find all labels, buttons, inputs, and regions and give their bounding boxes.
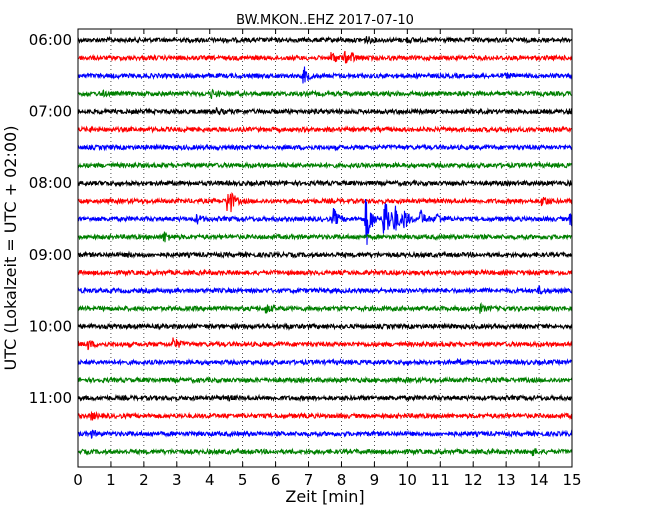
trace-line [77, 107, 573, 116]
x-tick-label: 3 [172, 471, 182, 489]
x-tick-label: 4 [205, 471, 215, 489]
y-axis-label: UTC (Lokalzeit = UTC + 02:00) [1, 126, 20, 371]
x-tick-label: 5 [238, 471, 248, 489]
trace-line [78, 301, 573, 314]
y-tick-label: 06:00 [29, 31, 72, 49]
x-tick-label: 7 [304, 471, 314, 489]
trace-line [77, 198, 573, 245]
trace-line [77, 66, 573, 84]
trace-line [77, 410, 573, 421]
trace-line [77, 231, 573, 243]
trace-line [77, 250, 573, 260]
x-tick-label: 14 [530, 471, 549, 489]
trace-line [77, 125, 573, 134]
trace-line [77, 357, 573, 367]
trace-line [77, 178, 573, 188]
x-tick-label: 8 [337, 471, 347, 489]
trace-line [77, 322, 573, 331]
trace-line [77, 429, 573, 439]
trace-line [77, 161, 573, 170]
trace-line [77, 268, 573, 278]
plot-frame [77, 28, 573, 468]
x-axis-label: Zeit [min] [285, 487, 364, 506]
y-axis: 06:00 07:00 08:00 09:00 10:00 11:00 [29, 31, 572, 407]
x-tick-label: 1 [106, 471, 116, 489]
trace-line [77, 337, 573, 351]
y-tick-label: 08:00 [29, 174, 72, 192]
x-tick-label: 12 [464, 471, 483, 489]
x-tick-label: 6 [271, 471, 281, 489]
x-tick-label: 10 [398, 471, 417, 489]
trace-line [77, 50, 573, 64]
x-tick-label: 15 [562, 471, 581, 489]
traces [77, 35, 573, 457]
trace-line [77, 88, 573, 99]
x-tick-label: 2 [139, 471, 149, 489]
x-tick-label: 0 [73, 471, 83, 489]
chart-title: BW.MKON..EHZ 2017-07-10 [236, 13, 414, 28]
trace-line [77, 143, 573, 152]
x-tick-label: 11 [431, 471, 450, 489]
x-axis: 0 1 2 3 4 5 6 7 8 9 10 11 12 13 14 15 [73, 29, 582, 489]
x-tick-label: 9 [370, 471, 380, 489]
trace-line [77, 35, 573, 45]
y-tick-label: 11:00 [29, 389, 72, 407]
y-tick-label: 09:00 [29, 246, 72, 264]
y-tick-label: 10:00 [29, 317, 72, 335]
trace-line [77, 447, 573, 457]
trace-line [77, 393, 573, 403]
trace-line [77, 191, 573, 213]
x-tick-label: 13 [497, 471, 516, 489]
trace-line [77, 285, 573, 295]
y-tick-label: 07:00 [29, 103, 72, 121]
trace-line [77, 375, 573, 385]
